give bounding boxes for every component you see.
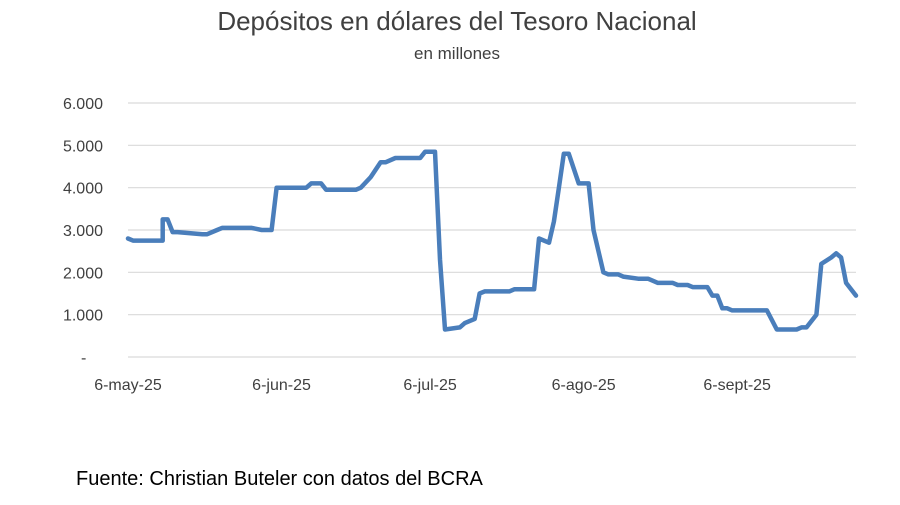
y-tick-label: 2.000 [63,265,103,282]
x-tick-label: 6-sept-25 [703,377,771,394]
x-tick-label: 6-jul-25 [403,377,456,394]
x-tick-label: 6-may-25 [94,377,162,394]
chart-title: Depósitos en dólares del Tesoro Nacional [217,6,696,36]
y-tick-label: - [81,350,86,367]
series-line [125,149,859,332]
chart-subtitle: en millones [414,44,500,63]
y-tick-label: 4.000 [63,181,103,198]
y-tick-label: 6.000 [63,96,103,113]
y-tick-label: 3.000 [63,223,103,240]
y-tick-label: 5.000 [63,138,103,155]
y-tick-label: 1.000 [63,308,103,325]
x-axis-ticks: 6-may-25 6-jun-25 6-jul-25 6-ago-25 6-sept-2… [94,377,771,394]
y-axis-ticks: - 1.000 2.000 3.000 4.000 5.000 6.000 [63,96,103,367]
x-tick-label: 6-ago-25 [552,377,616,394]
x-tick-label: 6-jun-25 [252,377,311,394]
source-note: Fuente: Christian Buteler con datos del … [76,468,483,490]
